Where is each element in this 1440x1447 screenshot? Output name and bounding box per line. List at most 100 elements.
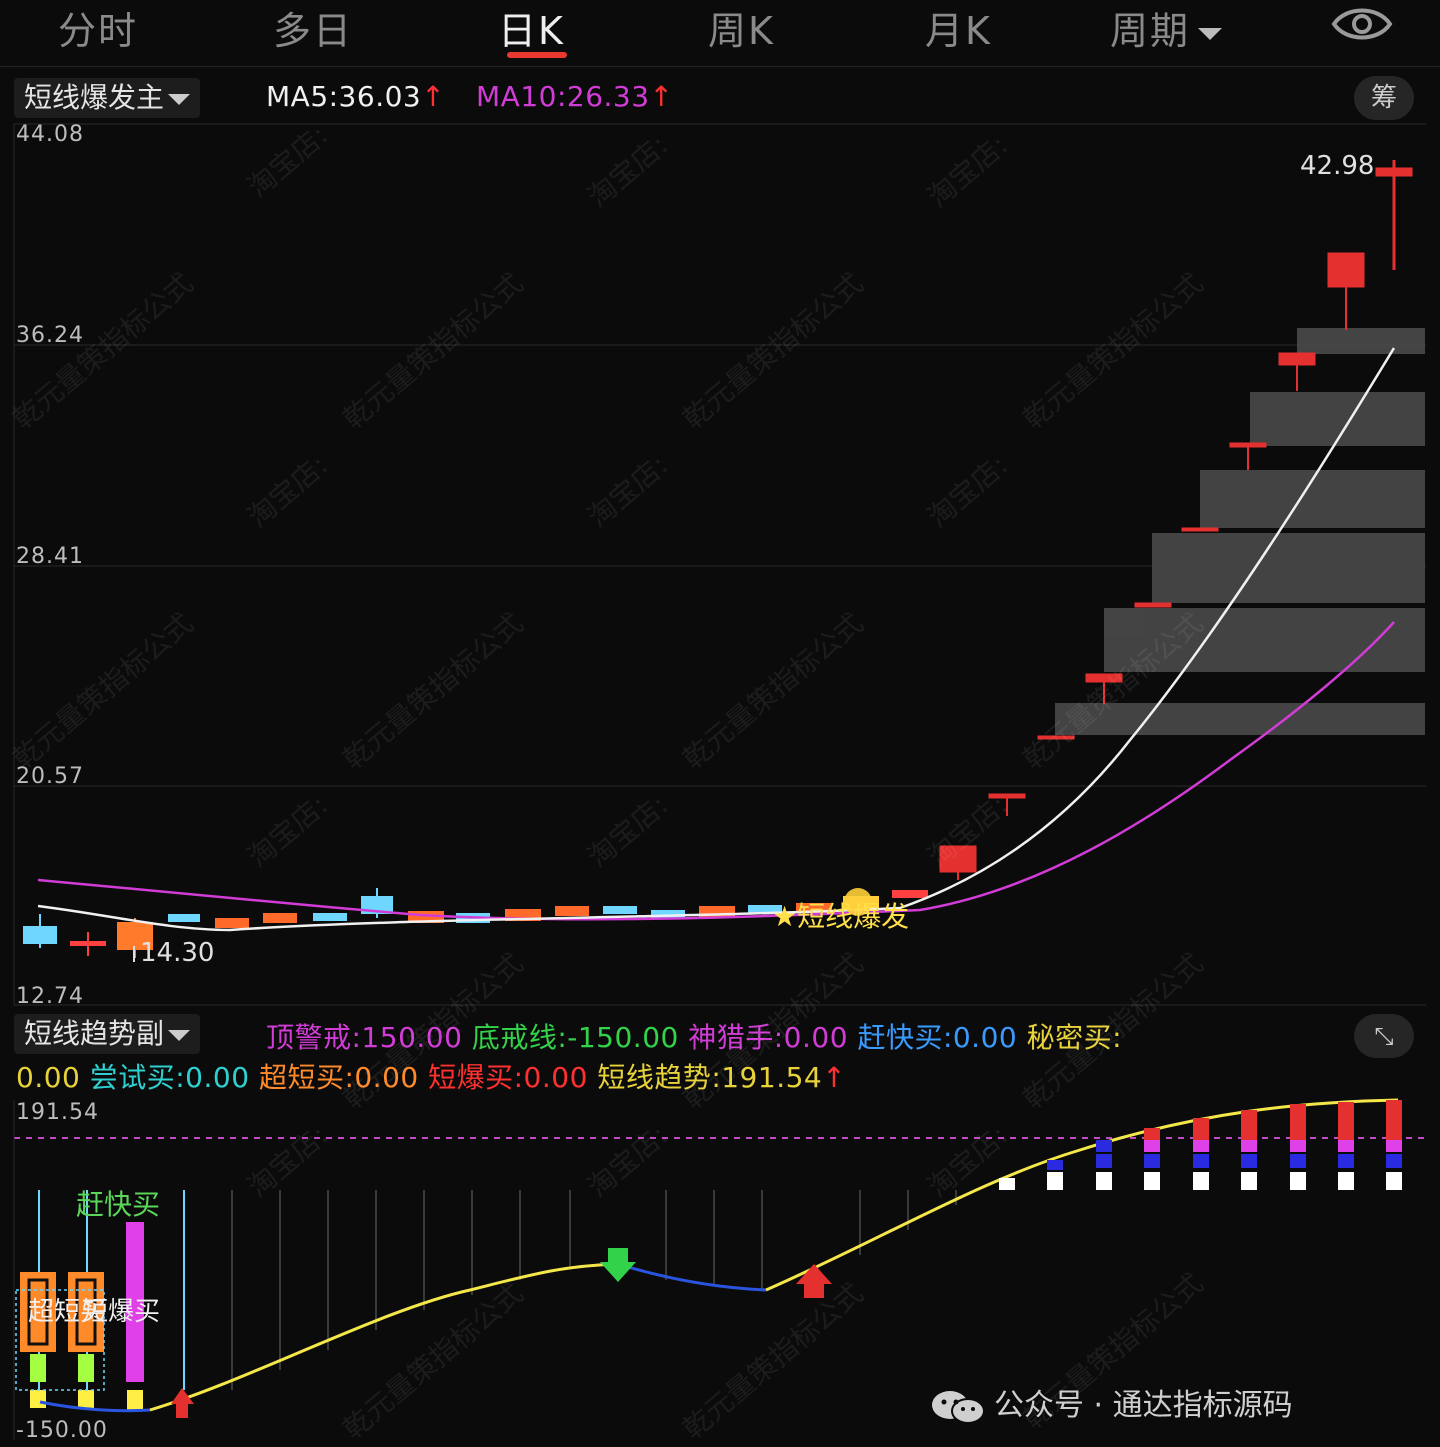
profile-bar xyxy=(1104,608,1425,672)
main-indicator-select[interactable]: 短线爆发主 xyxy=(14,78,201,118)
candle xyxy=(215,918,249,928)
candle xyxy=(748,905,782,913)
ultra-short-buy-label: 超短买 xyxy=(28,1297,106,1327)
candle xyxy=(1375,167,1413,177)
up-arrow-icon xyxy=(171,1388,194,1418)
down-arrow-icon xyxy=(600,1248,636,1282)
legend-bottom-line: 底戒线:-150.00 xyxy=(471,1021,679,1054)
candle xyxy=(1327,252,1365,288)
signal-bar xyxy=(20,1272,56,1352)
candle xyxy=(988,793,1026,799)
candle xyxy=(1085,673,1123,683)
profile-bar xyxy=(1152,533,1425,603)
legend-hunter: 神猎手:0.00 xyxy=(688,1021,849,1054)
ma10-legend: MA10:26.33↑ xyxy=(476,80,674,113)
up-arrow-icon: ↑ xyxy=(822,1061,847,1094)
volume-profile xyxy=(1055,328,1425,735)
tab-period-dropdown[interactable]: 周期 xyxy=(1110,0,1223,55)
candle xyxy=(263,913,297,923)
high-price-label: 42.98 xyxy=(1300,151,1374,181)
sub-legend-row-2: 0.00 尝试买:0.00 超短买:0.00 短爆买:0.00 短线趋势:191… xyxy=(16,1056,846,1096)
signal-bar xyxy=(127,1390,143,1410)
candle xyxy=(651,910,685,918)
signal-bar xyxy=(78,1390,94,1408)
trend-indicator-chart[interactable]: 赶快买 超短买 短爆买 xyxy=(0,1090,1440,1440)
legend-ultra-short-buy: 超短买:0.00 xyxy=(258,1061,419,1094)
money-bag-icon xyxy=(844,888,872,916)
up-arrow-icon xyxy=(796,1264,832,1298)
y-label-4: 20.57 xyxy=(16,764,84,789)
legend-short-trend: 短线趋势:191.54 xyxy=(597,1061,823,1094)
y-label-bottom: 12.74 xyxy=(16,984,84,1009)
gray-bars xyxy=(231,1190,957,1390)
period-tabs: 分时 多日 日K 周K 月K 周期 xyxy=(0,0,1440,64)
wechat-icon xyxy=(932,1390,985,1424)
legend-secret-buy-value: 0.00 xyxy=(16,1061,81,1094)
legend-burst-buy: 短爆买:0.00 xyxy=(428,1061,588,1094)
legend-secret-buy: 秘密买: xyxy=(1026,1021,1123,1054)
ma10-value: MA10:26.33 xyxy=(476,80,650,113)
tab-monthly-k[interactable]: 月K xyxy=(925,9,992,53)
candle xyxy=(1134,602,1172,608)
low-price-label: 14.30 xyxy=(140,938,214,968)
tab-intraday[interactable]: 分时 xyxy=(58,9,139,53)
candle xyxy=(117,922,153,950)
legend-top-warning: 顶警戒:150.00 xyxy=(266,1021,463,1054)
footer-text: 公众号 · 通达指标源码 xyxy=(994,1388,1293,1423)
chip-distribution-button[interactable]: 筹 xyxy=(1354,76,1414,120)
sub-indicator-label: 短线趋势副 xyxy=(24,1017,165,1050)
candle xyxy=(313,913,347,921)
sub-y-top: 191.54 xyxy=(16,1100,99,1125)
ma5-value: MA5:36.03 xyxy=(266,80,422,113)
legend-try-buy: 尝试买:0.00 xyxy=(89,1061,250,1094)
candle xyxy=(796,903,832,913)
expand-icon[interactable]: ⤡ xyxy=(1354,1014,1414,1058)
burst-buy-label: 短爆买 xyxy=(82,1297,160,1327)
candle xyxy=(939,845,977,873)
signal-bar xyxy=(68,1272,104,1352)
signal-bar xyxy=(78,1354,94,1382)
candle xyxy=(23,926,57,944)
candle xyxy=(892,890,928,898)
signal-label: ★短线爆发 xyxy=(772,900,909,933)
up-arrow-icon: ↑ xyxy=(421,80,446,113)
candle xyxy=(555,906,589,916)
tab-multi-day[interactable]: 多日 xyxy=(273,9,354,53)
left-signal-cluster xyxy=(15,1190,185,1410)
tabs-divider xyxy=(0,66,1440,67)
trend-line-rise xyxy=(149,1262,619,1412)
up-arrow-icon: ↑ xyxy=(649,80,674,113)
wechat-footer: 公众号 · 通达指标源码 xyxy=(930,1380,1293,1425)
signal-bar xyxy=(126,1222,144,1382)
signal-bar xyxy=(30,1354,46,1382)
candles-rally xyxy=(939,160,1413,880)
tab-weekly-k[interactable]: 周K xyxy=(708,9,775,53)
tab-period-label: 周期 xyxy=(1110,9,1191,53)
sub-y-bottom: -150.00 xyxy=(16,1418,108,1443)
trend-line-dip xyxy=(617,1262,767,1292)
chevron-down-icon xyxy=(1198,27,1223,40)
candlestick-chart[interactable]: 42.98 14.30 ★短线爆发 xyxy=(0,120,1440,1010)
profile-bar xyxy=(1297,328,1425,354)
trend-line-low xyxy=(39,1400,151,1413)
chevron-down-icon xyxy=(168,1029,191,1041)
legend-quick-buy: 赶快买:0.00 xyxy=(857,1021,1018,1054)
ma5-line xyxy=(37,347,1396,932)
signal-bar xyxy=(30,1390,46,1408)
tab-daily-k[interactable]: 日K xyxy=(498,9,565,53)
candle xyxy=(1229,442,1267,448)
candle xyxy=(70,941,106,946)
ma5-legend: MA5:36.03↑ xyxy=(266,80,445,113)
y-label-2: 36.24 xyxy=(16,323,84,348)
price-grid xyxy=(13,123,1426,1006)
profile-bar xyxy=(1250,392,1425,446)
eye-icon[interactable] xyxy=(1330,2,1394,46)
main-indicator-label: 短线爆发主 xyxy=(24,81,165,114)
active-tab-indicator xyxy=(507,52,567,58)
y-label-3: 28.41 xyxy=(16,544,84,569)
profile-bar xyxy=(1055,703,1425,735)
candle xyxy=(603,906,637,914)
y-label-top: 44.08 xyxy=(16,122,84,147)
sub-indicator-select[interactable]: 短线趋势副 xyxy=(14,1014,201,1054)
sub-legend-row-1: 顶警戒:150.00 底戒线:-150.00 神猎手:0.00 赶快买:0.00… xyxy=(266,1016,1122,1056)
